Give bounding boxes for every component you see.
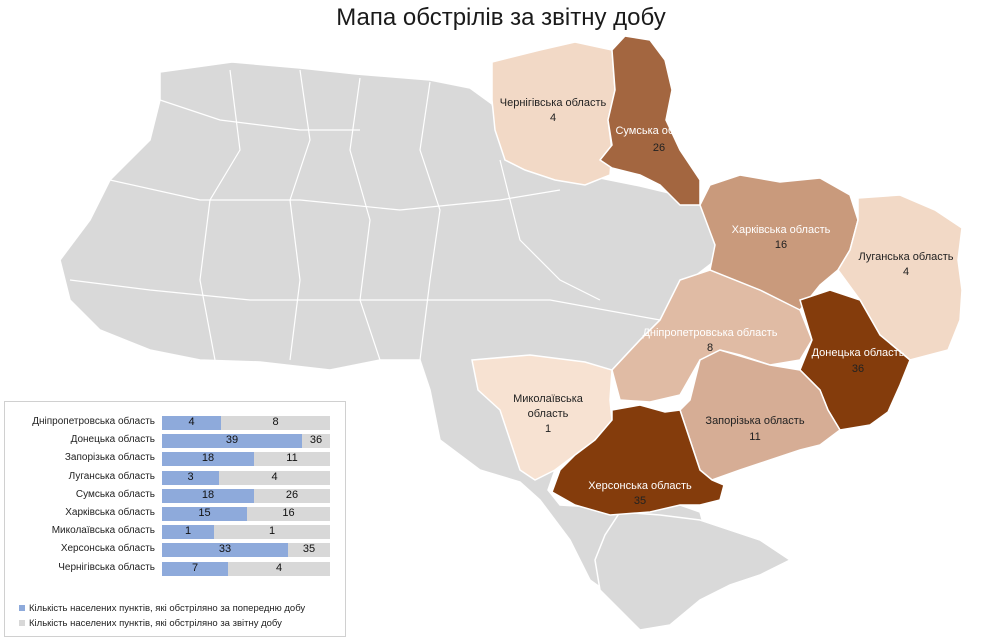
label-kharkiv: Харківська область [732,224,831,236]
chart-row-label: Чернігівська область [58,561,155,573]
bar-cur-value: 16 [282,507,295,519]
bar-track: 33 35 [162,543,330,558]
comparison-chart: Дніпропетровська область 4 8 Донецька облас… [4,401,346,637]
label-mykolaiv-2: область [528,408,569,420]
bar-cur-value: 11 [286,452,298,465]
value-dnipro: 8 [707,342,713,354]
map-title: Мапа обстрілів за звітну добу [336,4,666,31]
bar-track: 18 26 [162,488,330,503]
bar-track: 18 11 [162,452,330,467]
chart-row: Миколаївська область 1 1 [5,524,345,540]
bar-prev-value: 15 [198,507,211,519]
chart-row-label: Миколаївська область [51,525,155,537]
bar-prev [162,543,288,558]
bar-prev-value: 4 [188,416,195,428]
value-zaporizhzhia: 11 [749,431,760,443]
chart-row: Запорізька область 18 11 [5,451,345,467]
bar-prev [162,470,219,485]
chart-row: Сумська область 18 26 [5,488,345,504]
value-chernihiv: 4 [550,112,556,124]
value-kharkiv: 16 [775,239,787,251]
legend-cur-swatch [19,620,25,627]
region-kherson [551,404,725,516]
map-internal-borders [69,69,661,361]
value-luhansk: 4 [903,266,909,278]
chart-row: Дніпропетровська область 4 8 [5,415,345,431]
chart-row-label: Луганська область [68,470,155,482]
bar-cur-value: 35 [302,543,316,556]
legend-prev-label: Кількість населених пунктів, які обстріл… [29,603,306,614]
label-sumy: Сумська область [615,125,702,137]
bar-prev [162,434,302,449]
bar-prev-value: 18 [201,488,215,501]
map-crimea [594,511,792,631]
bar-prev [162,561,228,576]
label-luhansk: Луганська область [859,251,954,263]
label-donetsk: Донецька область [812,347,905,359]
bar-cur-value: 26 [285,488,299,501]
region-luhansk [837,194,963,361]
bar-prev-value: 3 [187,470,194,483]
chart-row-label: Херсонська область [60,543,155,555]
bar-prev-value: 1 [184,525,192,538]
bar-prev [162,416,221,430]
bar-prev-value: 39 [225,434,239,447]
legend-prev: Кількість населених пунктів, які обстріл… [19,603,305,614]
label-kherson: Херсонська область [588,480,692,492]
value-kherson: 35 [634,495,646,507]
bar-cur-value: 1 [268,525,276,538]
region-chernihiv [491,41,616,186]
label-mykolaiv: Миколаївська [513,393,584,405]
label-chernihiv: Чернігівська область [500,97,607,109]
value-donetsk: 36 [852,363,864,375]
bar-prev [162,525,214,540]
chart-row: Херсонська область 33 35 [5,542,345,558]
chart-row: Чернігівська область 7 4 [5,561,345,577]
bar-cur-value: 4 [275,561,283,574]
chart-row-label: Донецька область [70,434,155,446]
label-zaporizhzhia: Запорізька область [705,415,804,427]
bar-prev-value: 7 [191,561,199,574]
chart-row: Харківська область 15 16 [5,506,345,522]
bar-prev [162,507,247,521]
label-dnipro: Дніпропетровська область [642,327,777,339]
bar-cur-value: 4 [271,470,278,483]
legend-prev-swatch [19,605,25,612]
chart-row: Луганська область 3 4 [5,470,345,486]
bar-track: 15 16 [162,507,330,521]
chart-row-label: Сумська область [75,488,155,500]
legend-cur: Кількість населених пунктів, які обстріл… [19,618,282,629]
value-sumy: 26 [653,142,665,154]
bar-prev [162,488,254,503]
bar-prev-value: 18 [201,452,215,465]
bar-prev [162,452,254,467]
legend-cur-label: Кількість населених пунктів, які обстріл… [29,618,282,629]
bar-prev-value: 33 [218,543,232,556]
bar-cur-value: 8 [272,416,279,428]
chart-row-label: Запорізька область [64,452,155,464]
bar-track: 39 36 [162,434,330,449]
chart-row-label: Харківська область [65,507,155,518]
chart-row: Донецька область 39 36 [5,433,345,449]
region-sumy [598,35,701,206]
bar-cur-value: 36 [309,434,323,447]
value-mykolaiv: 1 [545,423,551,435]
chart-row-label: Дніпропетровська область [32,416,155,427]
